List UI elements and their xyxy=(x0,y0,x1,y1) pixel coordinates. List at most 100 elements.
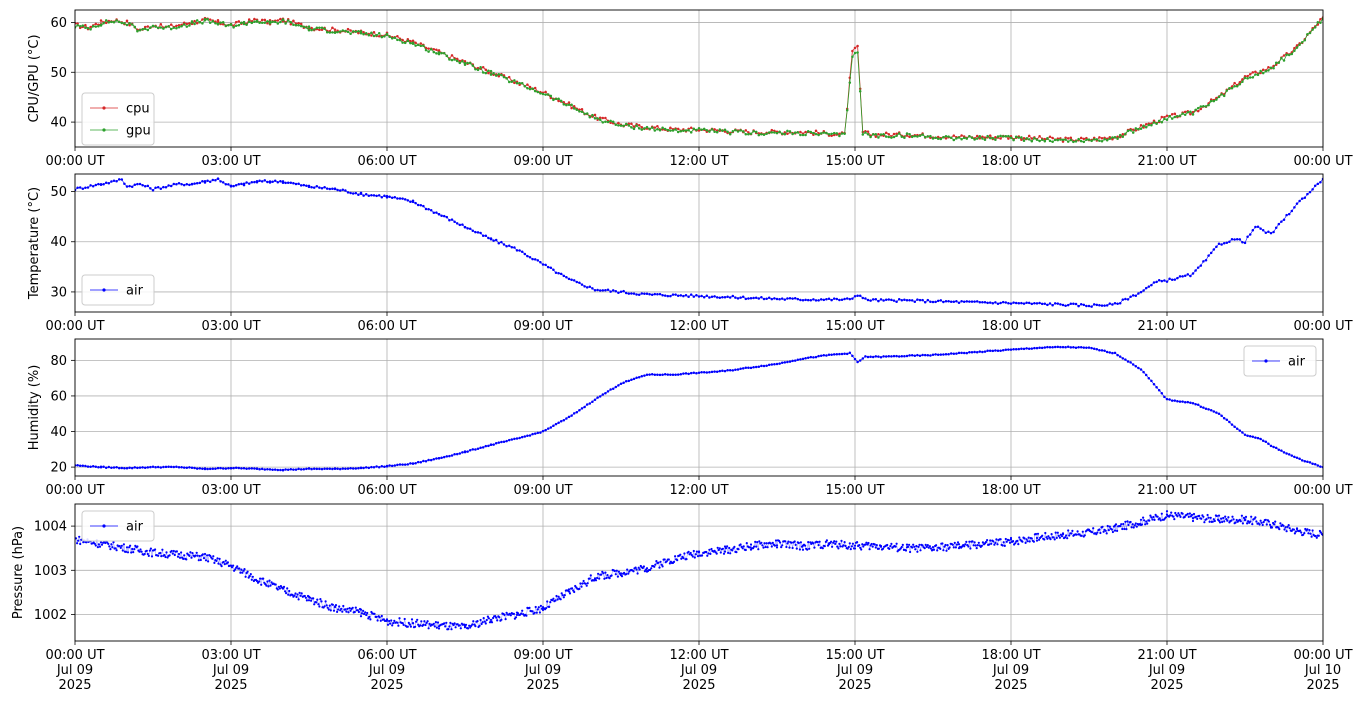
data-point-air xyxy=(99,541,103,544)
data-point-gpu xyxy=(89,28,92,31)
data-point-air xyxy=(1311,462,1314,466)
data-point-air xyxy=(396,197,399,200)
data-point-air xyxy=(1129,295,1132,298)
data-point-air xyxy=(484,444,488,448)
data-point-air xyxy=(362,609,365,613)
data-point-air xyxy=(1251,523,1254,526)
data-point-air xyxy=(856,360,859,364)
data-point-air xyxy=(147,554,150,558)
data-point-air xyxy=(710,547,713,551)
data-point-cpu xyxy=(786,132,789,136)
data-point-air xyxy=(1108,525,1111,528)
data-point-air xyxy=(541,608,545,612)
data-point-air xyxy=(429,458,433,462)
data-point-air xyxy=(406,625,409,628)
data-point-air xyxy=(1196,403,1200,407)
data-point-gpu xyxy=(861,133,865,136)
data-point-gpu xyxy=(175,26,178,30)
data-point-air xyxy=(913,545,916,548)
data-point-air xyxy=(448,625,451,628)
data-point-air xyxy=(348,607,351,610)
data-point-gpu xyxy=(1183,113,1187,117)
data-point-air xyxy=(133,548,136,551)
data-point-air xyxy=(1004,348,1008,352)
data-point-air xyxy=(149,465,152,469)
data-point-air xyxy=(388,195,391,198)
data-point-air xyxy=(520,435,524,439)
data-point-air xyxy=(1081,530,1084,533)
data-point-air xyxy=(923,353,927,357)
data-point-air xyxy=(1194,269,1197,272)
data-point-gpu xyxy=(393,36,397,39)
y-tick-label: 40 xyxy=(50,116,67,131)
data-point-air xyxy=(978,301,982,304)
data-point-air xyxy=(614,573,617,576)
data-point-air xyxy=(515,249,519,252)
data-point-air xyxy=(224,467,228,470)
data-point-air xyxy=(1198,514,1201,518)
data-point-air xyxy=(975,547,978,550)
data-point-air xyxy=(193,466,196,470)
data-point-air xyxy=(76,186,79,189)
data-point-cpu xyxy=(1111,138,1114,141)
data-point-gpu xyxy=(351,30,355,33)
data-point-gpu xyxy=(929,134,932,138)
data-point-gpu xyxy=(76,23,79,27)
data-point-air xyxy=(731,294,735,298)
data-point-air xyxy=(471,448,475,451)
data-point-gpu xyxy=(978,135,982,138)
data-point-air xyxy=(401,197,404,200)
data-point-air xyxy=(778,539,781,543)
data-point-air xyxy=(632,570,635,573)
data-point-gpu xyxy=(229,23,233,26)
data-point-air xyxy=(516,612,520,615)
data-point-air xyxy=(328,187,332,191)
data-point-cpu xyxy=(193,19,196,23)
data-point-gpu xyxy=(1147,123,1151,127)
data-point-air xyxy=(1316,182,1320,186)
x-tick-label: 12:00 UT xyxy=(669,319,728,334)
data-point-air xyxy=(715,296,719,299)
data-point-air xyxy=(600,573,603,576)
data-point-air xyxy=(602,572,605,575)
data-point-air xyxy=(1191,401,1195,405)
data-point-gpu xyxy=(827,132,831,136)
data-point-air xyxy=(952,300,956,303)
data-point-air xyxy=(947,300,950,303)
data-point-air xyxy=(479,618,482,622)
data-point-air xyxy=(1025,347,1028,350)
data-point-air xyxy=(851,297,854,300)
data-point-gpu xyxy=(845,108,849,112)
data-point-air xyxy=(978,350,982,353)
data-point-air xyxy=(150,555,154,558)
data-point-air xyxy=(286,181,290,184)
data-point-air xyxy=(267,585,270,588)
data-point-cpu xyxy=(159,22,163,26)
data-point-air xyxy=(369,618,372,621)
data-point-air xyxy=(318,467,321,471)
data-point-air xyxy=(307,185,311,189)
data-point-air xyxy=(466,450,469,453)
data-point-air xyxy=(167,184,170,187)
data-point-gpu xyxy=(468,61,472,65)
data-point-air xyxy=(968,540,971,543)
data-point-air xyxy=(251,575,254,578)
data-point-air xyxy=(195,467,199,470)
data-point-air xyxy=(1147,377,1151,380)
data-point-air xyxy=(1211,520,1214,523)
data-point-air xyxy=(377,465,381,469)
data-point-air xyxy=(934,300,937,304)
data-point-air xyxy=(476,231,480,234)
data-point-air xyxy=(588,402,592,405)
data-point-gpu xyxy=(528,87,532,91)
data-point-gpu xyxy=(645,125,649,129)
data-point-air xyxy=(107,182,111,185)
data-point-air xyxy=(396,463,399,467)
data-point-air xyxy=(1286,525,1289,529)
data-point-air xyxy=(1243,518,1247,521)
data-point-air xyxy=(744,297,748,301)
data-point-gpu xyxy=(250,21,254,25)
data-point-gpu xyxy=(627,124,631,127)
data-point-air xyxy=(871,355,875,359)
data-point-gpu xyxy=(427,50,430,53)
